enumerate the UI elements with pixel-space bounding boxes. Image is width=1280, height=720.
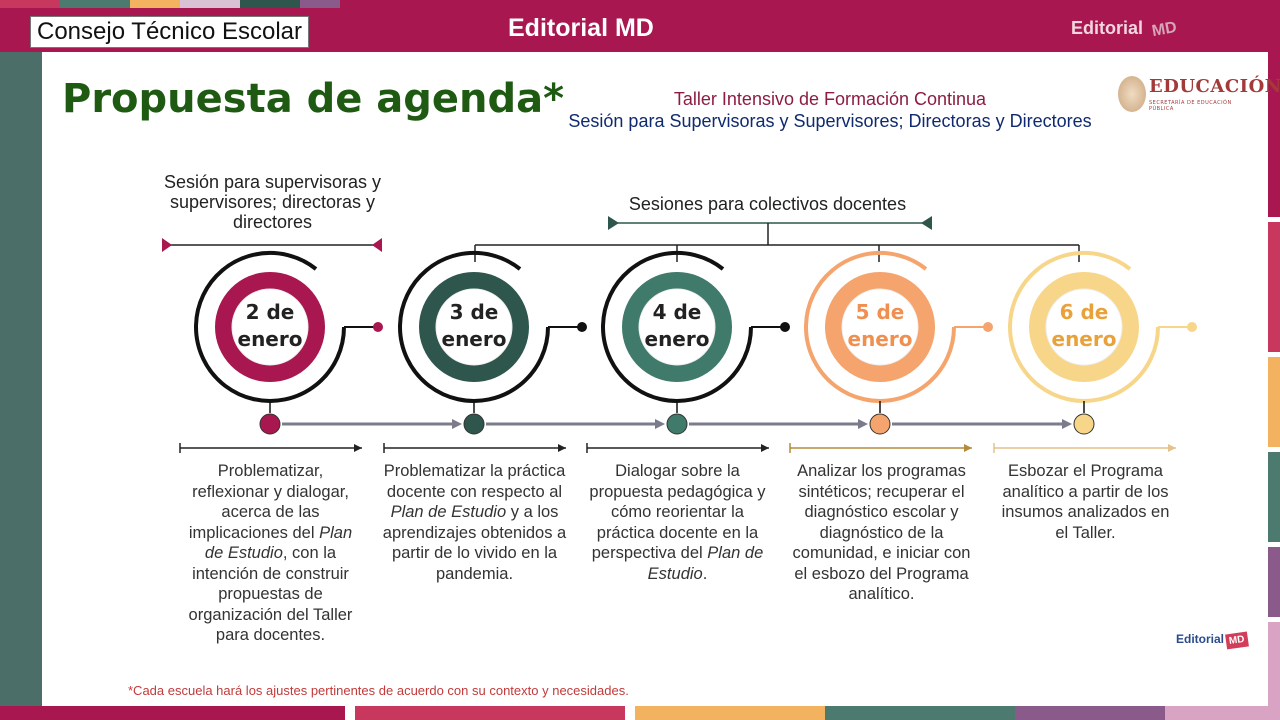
session-circle-5	[1008, 250, 1197, 435]
arc-end-dot	[577, 322, 587, 332]
description-bracket-1	[179, 443, 362, 453]
brand-title: Editorial MD	[508, 14, 654, 42]
arc-end-dot	[983, 322, 993, 332]
footer-logo: Editorial MD	[1176, 631, 1249, 650]
seal-icon	[1118, 76, 1146, 112]
session-description-4: Analizar los programas sintéticos; recup…	[789, 461, 974, 605]
brand-logo: Editorial MD	[1071, 18, 1178, 40]
left-bracket-arrow-end	[372, 238, 382, 252]
session-description-1-part-1: Problematizar, reflexionar y dialogar, a…	[188, 462, 349, 542]
timeline-node	[1073, 413, 1095, 435]
session-circle-4	[804, 250, 993, 435]
footer-logo-word: Editorial	[1176, 632, 1225, 646]
session-description-2-part-1: Problematizar la práctica docente con re…	[383, 462, 566, 501]
education-logo-text: EDUCACIÓN	[1149, 76, 1280, 97]
description-bracket-4	[789, 443, 972, 453]
session-date-3: 4 de enero	[644, 300, 710, 351]
session-description-4-part-1: Analizar los programas sintéticos; recup…	[792, 462, 971, 603]
brand-logo-word: Editorial	[1071, 18, 1144, 38]
workshop-subtitle-line1: Taller Intensivo de Formación Continua	[673, 89, 987, 109]
session-circle-2	[398, 250, 587, 435]
education-logo: EDUCACIÓN SECRETARÍA DE EDUCACIÓN PÚBLIC…	[1118, 76, 1280, 114]
bottom-accent-bar	[0, 706, 1280, 720]
description-bracket-5	[993, 443, 1176, 453]
teacher-sessions-label: Sesiones para colectivos docentes	[628, 194, 907, 214]
timeline-arrow-3	[689, 419, 868, 429]
session-description-1-part-2: Plan de Estudio	[204, 523, 353, 563]
footer-logo-mark: MD	[1225, 631, 1249, 650]
workshop-subtitle-line2: Sesión para Supervisoras y Supervisores;…	[568, 111, 1092, 131]
session-date-5: 6 de enero	[1051, 300, 1117, 351]
session-circle-3	[601, 250, 790, 435]
description-bracket-3	[586, 443, 769, 453]
session-description-3-part-3: .	[702, 564, 708, 583]
session-description-2: Problematizar la práctica docente con re…	[382, 461, 567, 584]
session-description-3-part-2: Plan de Estudio	[647, 544, 764, 583]
arc-end-dot	[1187, 322, 1197, 332]
page-title: Propuesta de agenda*	[62, 76, 565, 122]
timeline-arrow-2	[486, 419, 665, 429]
timeline-arrow-1	[282, 419, 462, 429]
arc-end-dot	[373, 322, 383, 332]
council-badge: Consejo Técnico Escolar	[30, 16, 310, 48]
right-bracket-arrow-start	[608, 216, 619, 230]
workshop-subtitle: Taller Intensivo de Formación Continua S…	[560, 88, 1100, 132]
session-date-4: 5 de enero	[847, 300, 913, 351]
session-description-5: Esbozar el Programa analítico a partir d…	[993, 461, 1178, 543]
session-date-1: 2 de enero	[237, 300, 303, 351]
supervisors-session-label: Sesión para supervisoras y supervisores;…	[163, 172, 382, 232]
session-description-1: Problematizar, reflexionar y dialogar, a…	[178, 461, 363, 646]
description-bracket-2	[383, 443, 566, 453]
session-description-2-part-3: y a los aprendizajes obtenidos a partir …	[382, 503, 567, 583]
session-description-3-part-1: Dialogar sobre la propuesta pedagógica y…	[589, 462, 766, 562]
right-accent-strips	[1268, 52, 1280, 708]
session-description-1-part-3: , con la intención de construir propuest…	[188, 544, 353, 644]
arc-end-dot	[780, 322, 790, 332]
session-description-2-part-2: Plan de Estudio	[390, 503, 507, 521]
education-logo-subtext: SECRETARÍA DE EDUCACIÓN PÚBLICA	[1149, 100, 1232, 112]
session-date-2: 3 de enero	[441, 300, 507, 351]
session-circle-1	[194, 250, 383, 435]
right-bracket-arrow-end	[921, 216, 932, 230]
timeline-node	[463, 413, 485, 435]
session-description-5-part-1: Esbozar el Programa analítico a partir d…	[1001, 462, 1170, 542]
timeline-node	[666, 413, 688, 435]
timeline-arrow-4	[892, 419, 1072, 429]
left-accent-bar	[0, 52, 42, 708]
header-stripes	[0, 0, 340, 8]
session-description-3: Dialogar sobre la propuesta pedagógica y…	[585, 461, 770, 584]
timeline-node	[869, 413, 891, 435]
left-bracket-arrow-start	[162, 238, 172, 252]
timeline-node	[259, 413, 281, 435]
footnote: *Cada escuela hará los ajustes pertinent…	[128, 683, 629, 698]
